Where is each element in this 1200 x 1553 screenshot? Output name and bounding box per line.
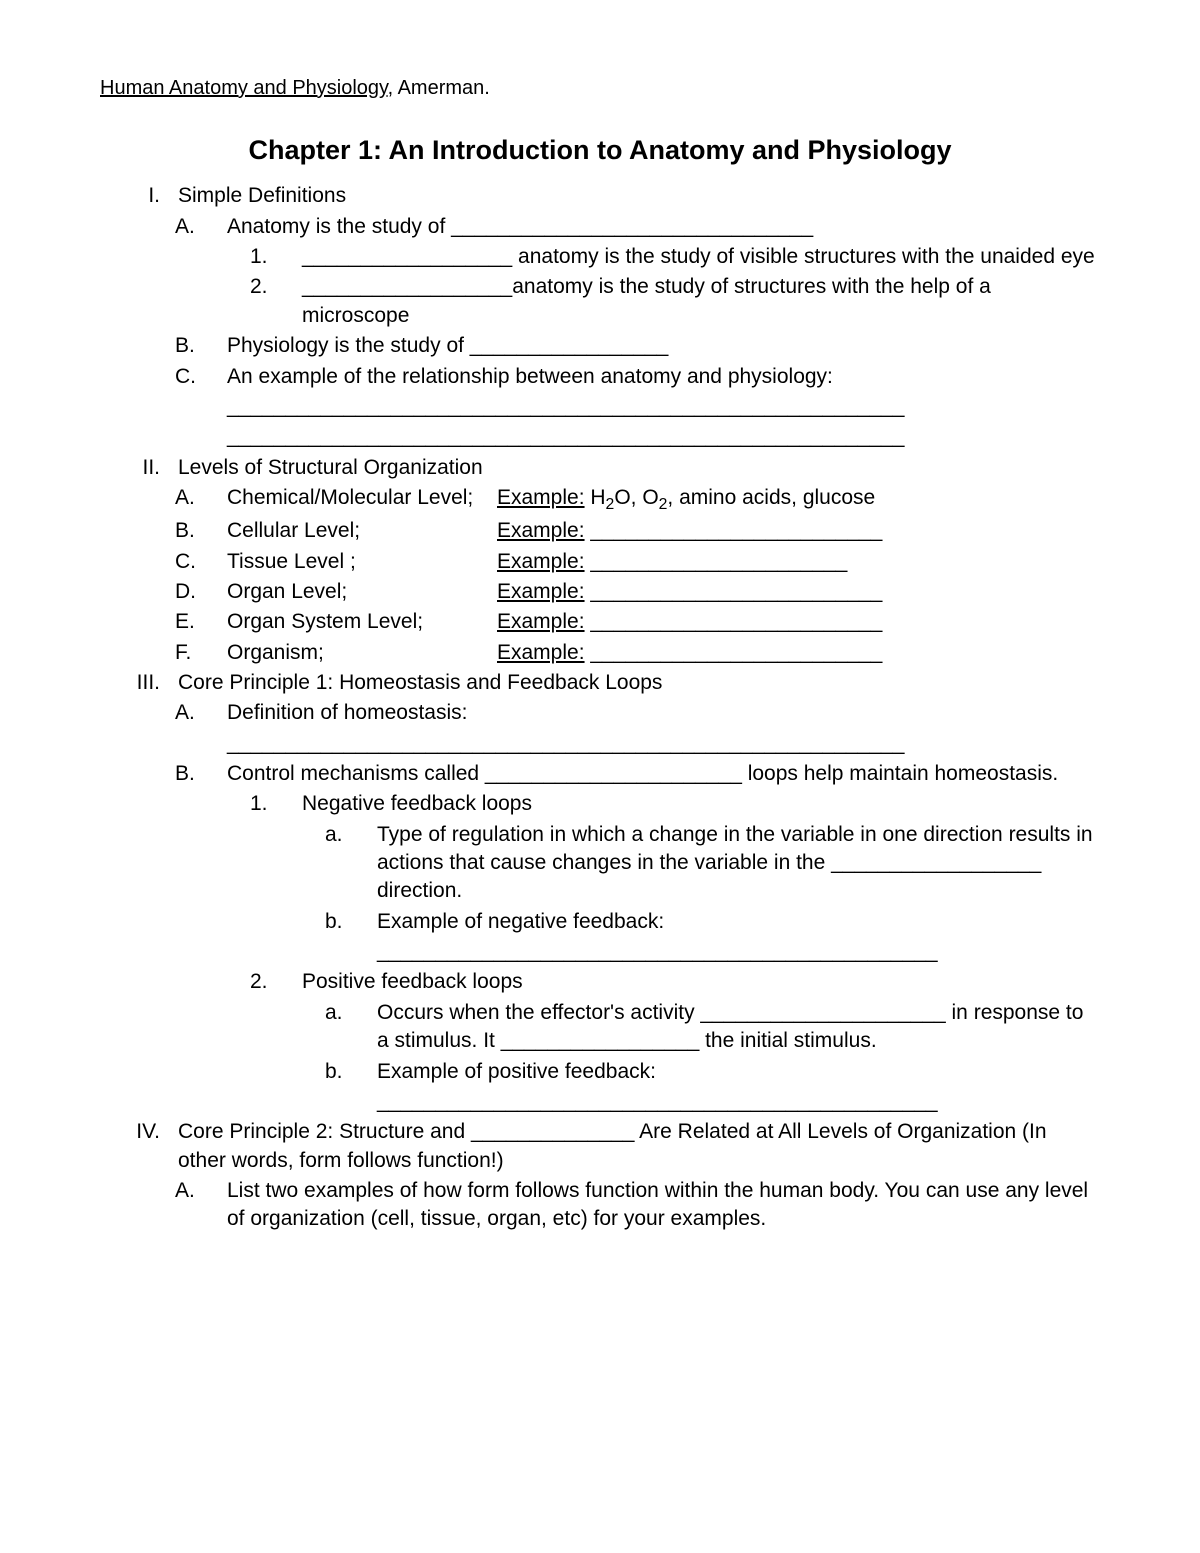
- alpha-marker: B.: [175, 332, 227, 360]
- level-example: Example: _________________________: [497, 608, 882, 636]
- section-1-A-1: 1. __________________ anatomy is the stu…: [250, 243, 1100, 271]
- section-2-D: D. Organ Level; Example: _______________…: [175, 578, 1100, 606]
- author: , Amerman.: [388, 77, 490, 99]
- alpha-marker: E.: [175, 608, 227, 636]
- roman-marker: II.: [100, 454, 178, 482]
- section-3-text: Core Principle 1: Homeostasis and Feedba…: [178, 669, 1100, 697]
- alpha-marker: A.: [175, 213, 227, 241]
- section-2-F: F. Organism; Example: __________________…: [175, 639, 1100, 667]
- alpha-marker: A.: [175, 1177, 227, 1234]
- lower-marker: b.: [325, 908, 377, 936]
- section-3-A-text: Definition of homeostasis:: [227, 699, 1100, 727]
- alpha-marker: D.: [175, 578, 227, 606]
- section-1-A-text: Anatomy is the study of ________________…: [227, 213, 1100, 241]
- section-1-C: C. An example of the relationship betwee…: [175, 363, 1100, 391]
- level-label: Chemical/Molecular Level;: [227, 484, 497, 515]
- level-label: Organ System Level;: [227, 608, 497, 636]
- section-3-B-2-b-blank: ________________________________________…: [377, 1088, 1100, 1116]
- level-label: Tissue Level ;: [227, 548, 497, 576]
- section-3-B: B. Control mechanisms called ___________…: [175, 760, 1100, 788]
- alpha-marker: A.: [175, 484, 227, 515]
- section-4-A-text: List two examples of how form follows fu…: [227, 1177, 1100, 1234]
- section-3-B-1-a: a. Type of regulation in which a change …: [325, 821, 1100, 906]
- level-example: Example: _________________________: [497, 517, 882, 545]
- lower-marker: b.: [325, 1058, 377, 1086]
- section-1-text: Simple Definitions: [178, 182, 1100, 210]
- section-3-A-blank: ________________________________________…: [227, 730, 1100, 758]
- num-marker: 1.: [250, 243, 302, 271]
- section-3-B-text: Control mechanisms called ______________…: [227, 760, 1100, 788]
- level-label: Cellular Level;: [227, 517, 497, 545]
- lower-marker: a.: [325, 821, 377, 906]
- level-example: Example: _________________________: [497, 578, 882, 606]
- section-3-B-1: 1. Negative feedback loops: [250, 790, 1100, 818]
- section-4-A: A. List two examples of how form follows…: [175, 1177, 1100, 1234]
- section-4: IV. Core Principle 2: Structure and ____…: [100, 1118, 1100, 1175]
- roman-marker: III.: [100, 669, 178, 697]
- section-3-B-2-a-text: Occurs when the effector's activity ____…: [377, 999, 1100, 1056]
- alpha-marker: C.: [175, 363, 227, 391]
- book-title: Human Anatomy and Physiology: [100, 77, 388, 99]
- section-1-C-text: An example of the relationship between a…: [227, 363, 1100, 391]
- num-marker: 2.: [250, 968, 302, 996]
- alpha-marker: A.: [175, 699, 227, 727]
- level-example: Example: H2O, O2, amino acids, glucose: [497, 484, 875, 515]
- section-3-B-2: 2. Positive feedback loops: [250, 968, 1100, 996]
- section-1-C-blank2: ________________________________________…: [227, 423, 1100, 451]
- section-2: II. Levels of Structural Organization: [100, 454, 1100, 482]
- section-2-text: Levels of Structural Organization: [178, 454, 1100, 482]
- section-3-B-1-b-text: Example of negative feedback:: [377, 908, 1100, 936]
- level-label: Organism;: [227, 639, 497, 667]
- alpha-marker: B.: [175, 760, 227, 788]
- section-1-C-blank1: ________________________________________…: [227, 393, 1100, 421]
- num-marker: 1.: [250, 790, 302, 818]
- section-3-A: A. Definition of homeostasis:: [175, 699, 1100, 727]
- section-1-A-2-text: __________________anatomy is the study o…: [302, 273, 1100, 330]
- section-3-B-2-a: a. Occurs when the effector's activity _…: [325, 999, 1100, 1056]
- roman-marker: I.: [100, 182, 178, 210]
- section-2-C: C. Tissue Level ; Example: _____________…: [175, 548, 1100, 576]
- section-3-B-1-text: Negative feedback loops: [302, 790, 1100, 818]
- section-3-B-2-b-text: Example of positive feedback:: [377, 1058, 1100, 1086]
- roman-marker: IV.: [100, 1118, 178, 1175]
- section-1: I. Simple Definitions: [100, 182, 1100, 210]
- level-example: Example: _________________________: [497, 639, 882, 667]
- chapter-title: Chapter 1: An Introduction to Anatomy an…: [100, 132, 1100, 168]
- section-2-A: A. Chemical/Molecular Level; Example: H2…: [175, 484, 1100, 515]
- section-3-B-2-b: b. Example of positive feedback:: [325, 1058, 1100, 1086]
- alpha-marker: F.: [175, 639, 227, 667]
- num-marker: 2.: [250, 273, 302, 330]
- section-3-B-1-a-text: Type of regulation in which a change in …: [377, 821, 1100, 906]
- section-2-B: B. Cellular Level; Example: ____________…: [175, 517, 1100, 545]
- section-4-text: Core Principle 2: Structure and ________…: [178, 1118, 1100, 1175]
- section-3-B-1-b-blank: ________________________________________…: [377, 938, 1100, 966]
- section-1-A-2: 2. __________________anatomy is the stud…: [250, 273, 1100, 330]
- section-3-B-2-text: Positive feedback loops: [302, 968, 1100, 996]
- section-3: III. Core Principle 1: Homeostasis and F…: [100, 669, 1100, 697]
- level-label: Organ Level;: [227, 578, 497, 606]
- section-3-B-1-b: b. Example of negative feedback:: [325, 908, 1100, 936]
- section-2-E: E. Organ System Level; Example: ________…: [175, 608, 1100, 636]
- alpha-marker: B.: [175, 517, 227, 545]
- header: Human Anatomy and Physiology, Amerman.: [100, 75, 1100, 102]
- section-1-A-1-text: __________________ anatomy is the study …: [302, 243, 1100, 271]
- level-example: Example: ______________________: [497, 548, 847, 576]
- alpha-marker: C.: [175, 548, 227, 576]
- document-page: Human Anatomy and Physiology, Amerman. C…: [0, 0, 1200, 1553]
- lower-marker: a.: [325, 999, 377, 1056]
- section-1-B: B. Physiology is the study of __________…: [175, 332, 1100, 360]
- section-1-B-text: Physiology is the study of _____________…: [227, 332, 1100, 360]
- section-1-A: A. Anatomy is the study of _____________…: [175, 213, 1100, 241]
